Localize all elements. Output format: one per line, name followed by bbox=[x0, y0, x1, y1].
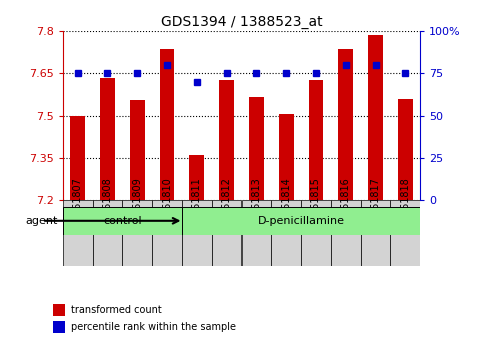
Bar bbox=[361, 200, 390, 266]
Text: GSM61811: GSM61811 bbox=[192, 177, 202, 230]
Bar bbox=[53, 304, 65, 316]
Text: GSM61817: GSM61817 bbox=[370, 177, 381, 230]
Text: GSM61810: GSM61810 bbox=[162, 177, 172, 230]
Text: GSM61807: GSM61807 bbox=[72, 177, 83, 230]
Bar bbox=[338, 49, 353, 200]
Bar bbox=[63, 207, 182, 235]
Bar bbox=[271, 200, 301, 266]
Bar bbox=[212, 200, 242, 266]
Text: GSM61809: GSM61809 bbox=[132, 177, 142, 230]
Text: GSM61812: GSM61812 bbox=[222, 177, 232, 230]
Bar bbox=[130, 100, 145, 200]
Text: control: control bbox=[103, 216, 142, 226]
Bar bbox=[279, 114, 294, 200]
Bar bbox=[368, 35, 383, 200]
Text: D-penicillamine: D-penicillamine bbox=[257, 216, 344, 226]
Bar bbox=[53, 321, 65, 333]
Text: agent: agent bbox=[26, 216, 58, 226]
Bar bbox=[242, 200, 271, 266]
Bar bbox=[93, 200, 122, 266]
Bar bbox=[219, 80, 234, 200]
Text: GSM61808: GSM61808 bbox=[102, 177, 113, 230]
Text: GSM61818: GSM61818 bbox=[400, 177, 411, 230]
Text: GSM61814: GSM61814 bbox=[281, 177, 291, 230]
Bar bbox=[309, 80, 324, 200]
Bar bbox=[331, 200, 361, 266]
Bar bbox=[182, 200, 212, 266]
Text: percentile rank within the sample: percentile rank within the sample bbox=[71, 322, 236, 332]
Bar bbox=[122, 200, 152, 266]
Text: GSM61816: GSM61816 bbox=[341, 177, 351, 230]
Bar bbox=[100, 78, 115, 200]
Bar bbox=[249, 97, 264, 200]
Bar bbox=[63, 200, 93, 266]
Title: GDS1394 / 1388523_at: GDS1394 / 1388523_at bbox=[161, 14, 322, 29]
Bar bbox=[182, 207, 420, 235]
Bar bbox=[398, 99, 413, 200]
Bar bbox=[70, 116, 85, 200]
Bar bbox=[301, 200, 331, 266]
Text: transformed count: transformed count bbox=[71, 305, 161, 315]
Bar bbox=[159, 49, 174, 200]
Text: GSM61813: GSM61813 bbox=[251, 177, 261, 230]
Bar bbox=[390, 200, 420, 266]
Bar bbox=[152, 200, 182, 266]
Text: GSM61815: GSM61815 bbox=[311, 177, 321, 230]
Bar bbox=[189, 155, 204, 200]
